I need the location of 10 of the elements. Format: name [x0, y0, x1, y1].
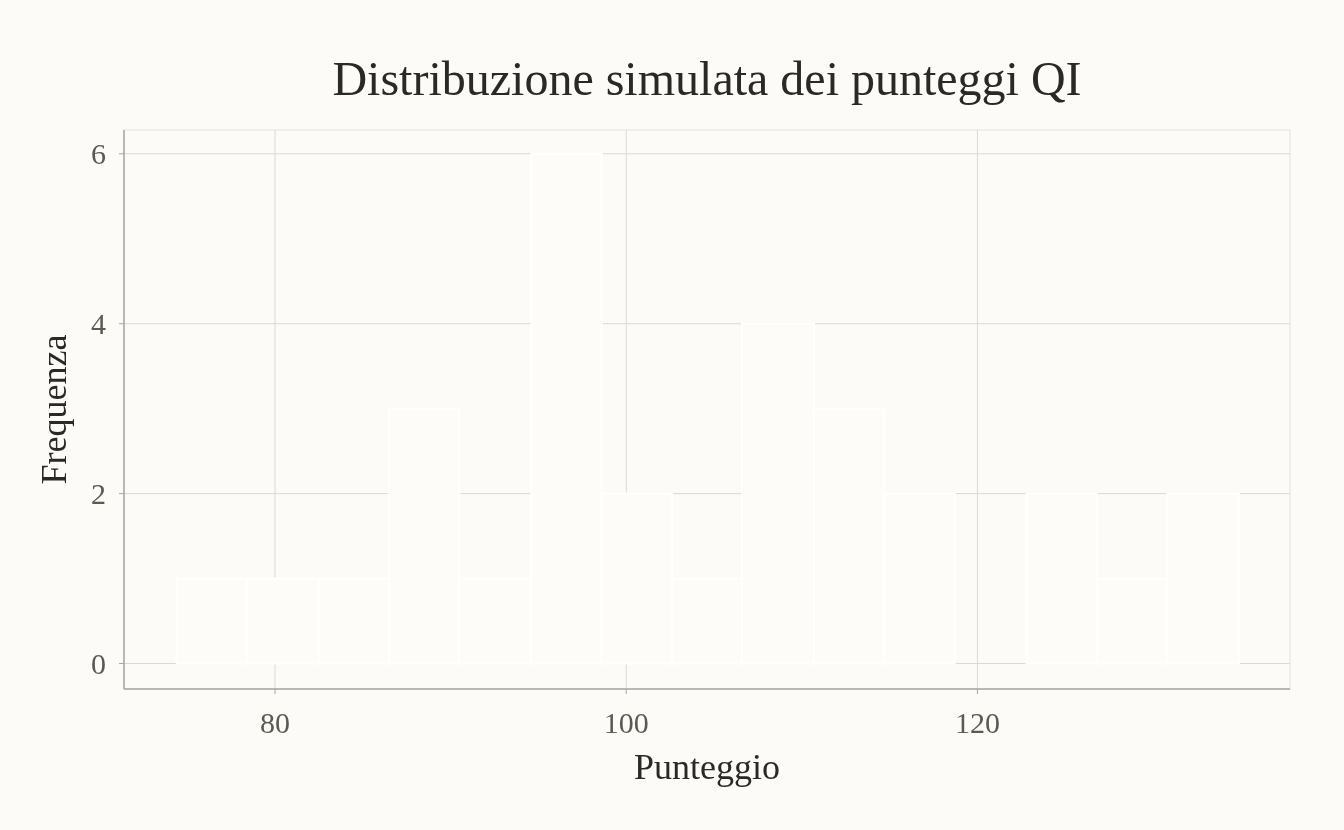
x-axis-title: Punteggio	[633, 747, 781, 787]
y-axis-title: Frequenza	[34, 334, 74, 485]
x-tick-label: 120	[954, 706, 1000, 739]
y-tick-label: 6	[91, 137, 106, 171]
chart-title: Distribuzione simulata dei punteggi QI	[332, 52, 1082, 105]
y-tick-label: 0	[91, 647, 106, 681]
y-tick-label: 4	[91, 307, 106, 341]
x-tick-label: 100	[603, 706, 649, 739]
x-tick-label: 80	[260, 706, 291, 739]
y-tick-label: 2	[91, 477, 106, 511]
